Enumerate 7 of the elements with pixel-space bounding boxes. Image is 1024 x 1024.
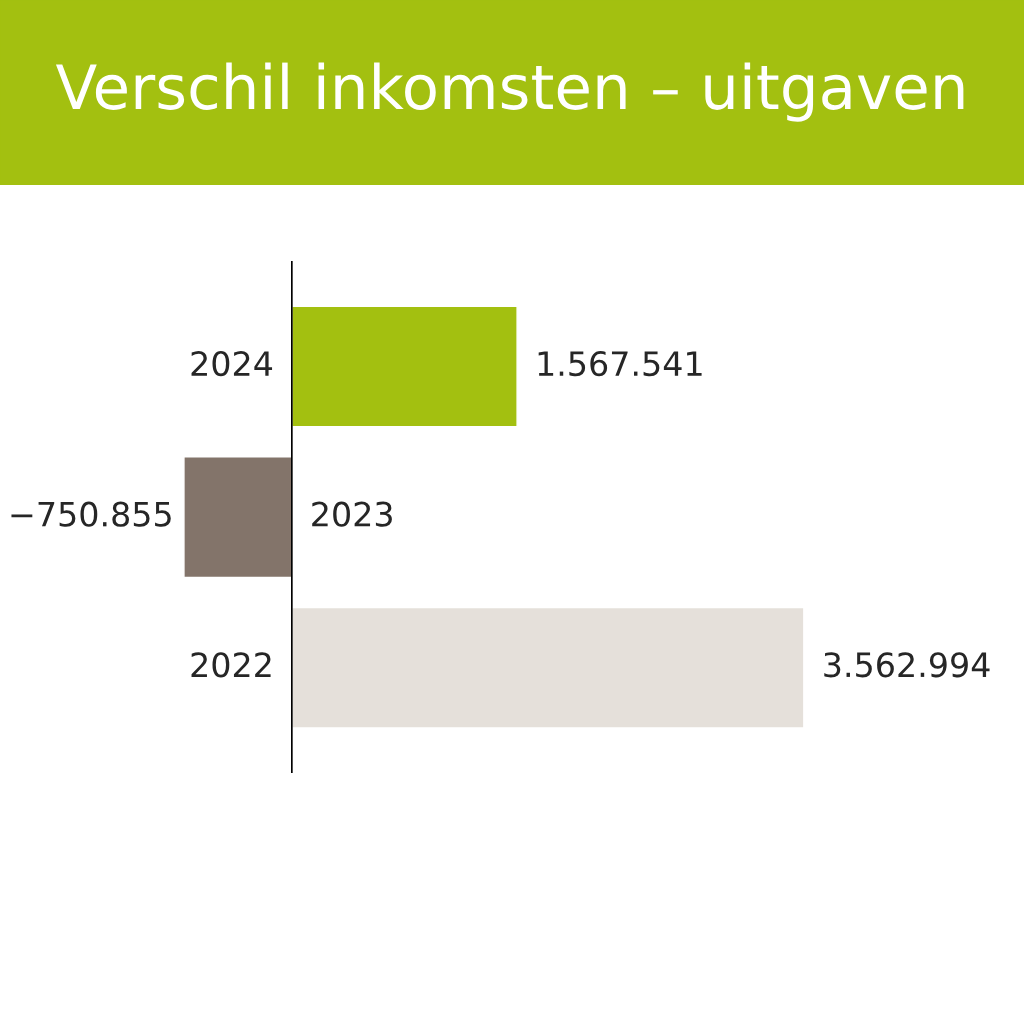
- data-label: 3.562.994: [824, 652, 990, 678]
- y-tick-label: 2022: [191, 652, 271, 678]
- chart-title: Verschil inkomsten – uitgaven: [55, 62, 964, 122]
- y-tick-label: 2023: [312, 501, 392, 527]
- y-tick-label: 2024: [191, 350, 273, 377]
- data-label: 1.567.541: [538, 350, 702, 377]
- data-label: −750.855: [11, 501, 171, 527]
